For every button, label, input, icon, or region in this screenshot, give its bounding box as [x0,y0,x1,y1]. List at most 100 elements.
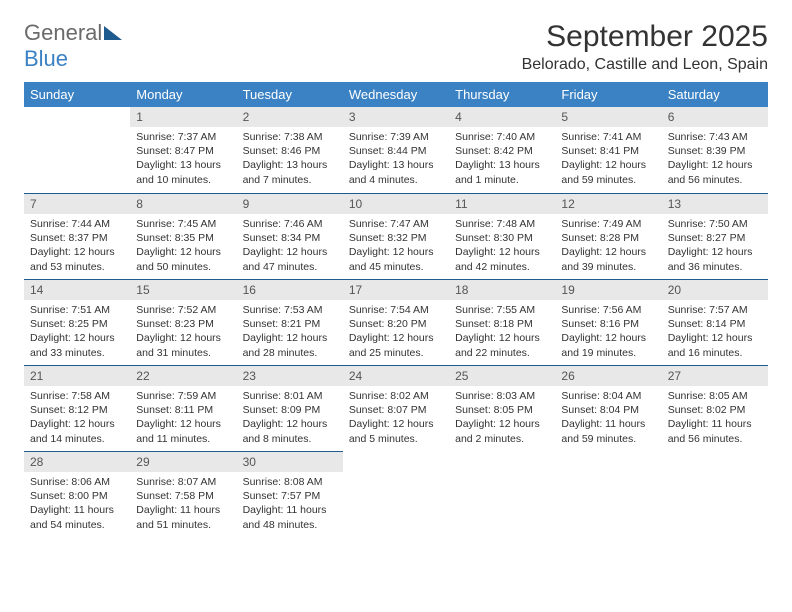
daylight-text: Daylight: 11 hours and 56 minutes. [668,417,762,445]
day-number: 29 [130,451,236,472]
calendar-cell [662,451,768,537]
day-number: 30 [237,451,343,472]
day-body: Sunrise: 7:40 AMSunset: 8:42 PMDaylight:… [449,127,555,191]
day-body: Sunrise: 7:47 AMSunset: 8:32 PMDaylight:… [343,214,449,278]
day-number: 14 [24,279,130,300]
daylight-text: Daylight: 12 hours and 8 minutes. [243,417,337,445]
sunset-text: Sunset: 8:09 PM [243,403,337,417]
daylight-text: Daylight: 11 hours and 54 minutes. [30,503,124,531]
daylight-text: Daylight: 12 hours and 36 minutes. [668,245,762,273]
calendar-cell: 26Sunrise: 8:04 AMSunset: 8:04 PMDayligh… [555,365,661,451]
day-body: Sunrise: 7:54 AMSunset: 8:20 PMDaylight:… [343,300,449,364]
day-number: 3 [343,107,449,127]
logo-word1: General [24,20,102,45]
logo-triangle-icon [104,26,122,40]
day-body: Sunrise: 8:03 AMSunset: 8:05 PMDaylight:… [449,386,555,450]
day-body: Sunrise: 8:04 AMSunset: 8:04 PMDaylight:… [555,386,661,450]
calendar-week: 21Sunrise: 7:58 AMSunset: 8:12 PMDayligh… [24,365,768,451]
sunset-text: Sunset: 8:39 PM [668,144,762,158]
daylight-text: Daylight: 11 hours and 59 minutes. [561,417,655,445]
calendar-week: 14Sunrise: 7:51 AMSunset: 8:25 PMDayligh… [24,279,768,365]
sunset-text: Sunset: 8:44 PM [349,144,443,158]
sunset-text: Sunset: 8:20 PM [349,317,443,331]
sunset-text: Sunset: 8:12 PM [30,403,124,417]
calendar-cell: 24Sunrise: 8:02 AMSunset: 8:07 PMDayligh… [343,365,449,451]
day-header: Saturday [662,82,768,107]
sunset-text: Sunset: 8:34 PM [243,231,337,245]
day-number: 16 [237,279,343,300]
day-body: Sunrise: 7:39 AMSunset: 8:44 PMDaylight:… [343,127,449,191]
day-number: 9 [237,193,343,214]
sunrise-text: Sunrise: 7:59 AM [136,389,230,403]
sunrise-text: Sunrise: 7:38 AM [243,130,337,144]
day-header: Wednesday [343,82,449,107]
day-number: 12 [555,193,661,214]
day-number: 11 [449,193,555,214]
sunset-text: Sunset: 8:02 PM [668,403,762,417]
sunrise-text: Sunrise: 8:08 AM [243,475,337,489]
sunset-text: Sunset: 8:04 PM [561,403,655,417]
sunrise-text: Sunrise: 8:07 AM [136,475,230,489]
day-number: 6 [662,107,768,127]
daylight-text: Daylight: 12 hours and 25 minutes. [349,331,443,359]
sunset-text: Sunset: 8:32 PM [349,231,443,245]
day-number: 18 [449,279,555,300]
sunset-text: Sunset: 8:14 PM [668,317,762,331]
calendar-cell: 15Sunrise: 7:52 AMSunset: 8:23 PMDayligh… [130,279,236,365]
daylight-text: Daylight: 13 hours and 4 minutes. [349,158,443,186]
calendar-cell: 20Sunrise: 7:57 AMSunset: 8:14 PMDayligh… [662,279,768,365]
calendar-cell: 2Sunrise: 7:38 AMSunset: 8:46 PMDaylight… [237,107,343,193]
sunset-text: Sunset: 8:41 PM [561,144,655,158]
sunset-text: Sunset: 8:25 PM [30,317,124,331]
calendar-table: SundayMondayTuesdayWednesdayThursdayFrid… [24,82,768,537]
sunrise-text: Sunrise: 7:39 AM [349,130,443,144]
day-number: 22 [130,365,236,386]
calendar-cell: 4Sunrise: 7:40 AMSunset: 8:42 PMDaylight… [449,107,555,193]
calendar-cell [449,451,555,537]
sunset-text: Sunset: 8:05 PM [455,403,549,417]
sunrise-text: Sunrise: 8:02 AM [349,389,443,403]
calendar-week: 1Sunrise: 7:37 AMSunset: 8:47 PMDaylight… [24,107,768,193]
sunrise-text: Sunrise: 7:40 AM [455,130,549,144]
day-number: 19 [555,279,661,300]
calendar-cell: 18Sunrise: 7:55 AMSunset: 8:18 PMDayligh… [449,279,555,365]
calendar-cell: 21Sunrise: 7:58 AMSunset: 8:12 PMDayligh… [24,365,130,451]
calendar-cell: 6Sunrise: 7:43 AMSunset: 8:39 PMDaylight… [662,107,768,193]
header: General Blue September 2025 Belorado, Ca… [24,20,768,74]
sunset-text: Sunset: 8:07 PM [349,403,443,417]
day-body: Sunrise: 7:57 AMSunset: 8:14 PMDaylight:… [662,300,768,364]
day-body: Sunrise: 7:45 AMSunset: 8:35 PMDaylight:… [130,214,236,278]
day-header: Thursday [449,82,555,107]
daylight-text: Daylight: 12 hours and 14 minutes. [30,417,124,445]
sunrise-text: Sunrise: 7:45 AM [136,217,230,231]
calendar-cell: 3Sunrise: 7:39 AMSunset: 8:44 PMDaylight… [343,107,449,193]
calendar-cell: 30Sunrise: 8:08 AMSunset: 7:57 PMDayligh… [237,451,343,537]
day-number: 4 [449,107,555,127]
day-header: Tuesday [237,82,343,107]
calendar-cell [343,451,449,537]
day-number: 15 [130,279,236,300]
sunset-text: Sunset: 8:46 PM [243,144,337,158]
daylight-text: Daylight: 12 hours and 53 minutes. [30,245,124,273]
calendar-cell: 29Sunrise: 8:07 AMSunset: 7:58 PMDayligh… [130,451,236,537]
daylight-text: Daylight: 12 hours and 45 minutes. [349,245,443,273]
day-header: Sunday [24,82,130,107]
day-body: Sunrise: 7:49 AMSunset: 8:28 PMDaylight:… [555,214,661,278]
calendar-cell: 23Sunrise: 8:01 AMSunset: 8:09 PMDayligh… [237,365,343,451]
day-body: Sunrise: 7:44 AMSunset: 8:37 PMDaylight:… [24,214,130,278]
calendar-cell: 27Sunrise: 8:05 AMSunset: 8:02 PMDayligh… [662,365,768,451]
day-body: Sunrise: 7:51 AMSunset: 8:25 PMDaylight:… [24,300,130,364]
sunrise-text: Sunrise: 7:53 AM [243,303,337,317]
day-number: 25 [449,365,555,386]
daylight-text: Daylight: 12 hours and 56 minutes. [668,158,762,186]
sunrise-text: Sunrise: 7:37 AM [136,130,230,144]
calendar-cell: 12Sunrise: 7:49 AMSunset: 8:28 PMDayligh… [555,193,661,279]
daylight-text: Daylight: 12 hours and 2 minutes. [455,417,549,445]
sunrise-text: Sunrise: 7:54 AM [349,303,443,317]
sunset-text: Sunset: 8:37 PM [30,231,124,245]
sunrise-text: Sunrise: 8:05 AM [668,389,762,403]
calendar-cell: 14Sunrise: 7:51 AMSunset: 8:25 PMDayligh… [24,279,130,365]
calendar-cell: 22Sunrise: 7:59 AMSunset: 8:11 PMDayligh… [130,365,236,451]
day-header: Monday [130,82,236,107]
calendar-cell: 19Sunrise: 7:56 AMSunset: 8:16 PMDayligh… [555,279,661,365]
